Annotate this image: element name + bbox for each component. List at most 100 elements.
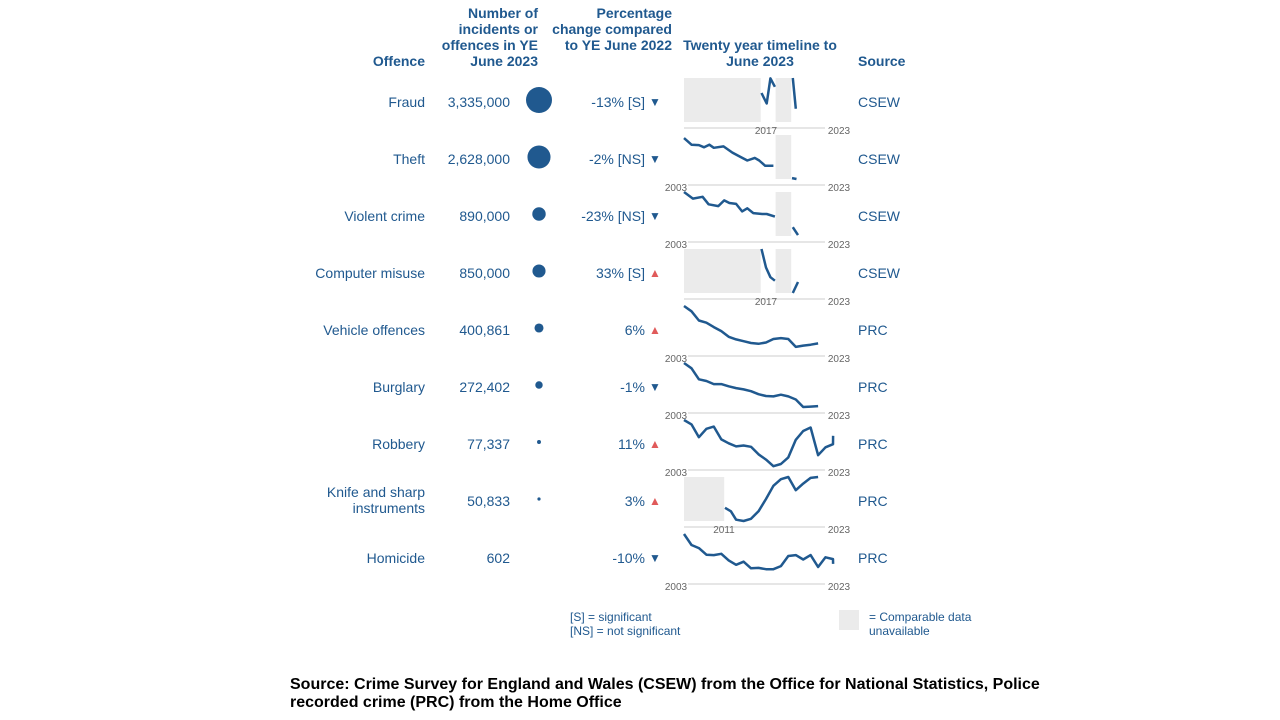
timeline-end-label: 2023 xyxy=(828,240,851,251)
count-value: 890,000 xyxy=(459,208,510,224)
trend-line xyxy=(683,190,776,218)
offence-label: Theft xyxy=(393,151,425,167)
trend-line xyxy=(683,304,819,349)
change-arrow: ▲ xyxy=(649,494,661,508)
count-value: 850,000 xyxy=(459,265,510,281)
source-value: CSEW xyxy=(858,208,900,224)
timeline-start-label: 2003 xyxy=(665,354,688,365)
timeline-start-label: 2003 xyxy=(665,411,688,422)
count-value: 2,628,000 xyxy=(447,151,510,167)
header-change: Percentage change compared to YE June 20… xyxy=(552,5,672,53)
unavailable-region xyxy=(775,249,792,293)
row-timeline: 2003 2023 xyxy=(537,418,851,479)
count-value: 50,833 xyxy=(467,493,510,509)
timeline-end-label: 2023 xyxy=(828,411,851,422)
trend-line xyxy=(760,248,776,282)
count-bubble xyxy=(527,145,551,169)
source-value: PRC xyxy=(858,379,888,395)
legend-unavailable: = Comparable data unavailable xyxy=(869,610,972,638)
unavailable-region xyxy=(775,78,792,122)
change-value: 6% xyxy=(624,322,645,338)
trend-line xyxy=(791,176,797,181)
offence-label: Computer misuse xyxy=(315,265,425,281)
count-bubble xyxy=(535,381,543,389)
change-arrow: ▼ xyxy=(649,95,661,109)
change-value: -23% [NS] xyxy=(581,208,645,224)
row-timeline: 2003 2023 xyxy=(665,533,851,593)
change-value: 3% xyxy=(624,493,645,509)
change-value: -1% xyxy=(620,379,645,395)
legend-not-significant: [NS] = not significant xyxy=(570,624,681,638)
change-value: -13% [S] xyxy=(591,94,645,110)
count-bubble xyxy=(526,87,552,113)
count-bubble xyxy=(537,440,541,444)
count-bubble xyxy=(534,323,544,333)
timeline-start-label: 2003 xyxy=(665,468,688,479)
row-timeline: 2017 2023 xyxy=(532,248,851,308)
source-value: CSEW xyxy=(858,94,900,110)
change-value: 33% [S] xyxy=(595,265,645,281)
source-value: PRC xyxy=(858,322,888,338)
legend-unavailable-swatch xyxy=(839,610,859,630)
unavailable-region xyxy=(684,78,761,122)
timeline-start-label: 2003 xyxy=(665,582,688,593)
offence-label: Burglary xyxy=(372,379,425,395)
timeline-start-label: 2011 xyxy=(713,525,735,536)
change-arrow: ▲ xyxy=(649,266,661,280)
unavailable-region xyxy=(684,249,761,293)
timeline-end-label: 2023 xyxy=(828,525,851,536)
offence-label: Knife and sharp instruments xyxy=(326,484,425,516)
source-value: PRC xyxy=(858,550,888,566)
change-value: -10% xyxy=(612,550,645,566)
count-bubble xyxy=(532,264,546,278)
unavailable-region xyxy=(775,135,792,179)
change-value: -2% [NS] xyxy=(588,151,645,167)
change-arrow: ▲ xyxy=(649,437,661,451)
source-footnote: Source: Crime Survey for England and Wal… xyxy=(290,676,1040,711)
timeline-end-label: 2023 xyxy=(828,582,851,593)
offence-label: Fraud xyxy=(388,94,425,110)
trend-line xyxy=(683,137,774,168)
timeline-start-label: 2003 xyxy=(665,183,688,194)
count-value: 3,335,000 xyxy=(447,94,510,110)
trend-line xyxy=(791,77,798,109)
timeline-end-label: 2023 xyxy=(828,354,851,365)
change-arrow: ▼ xyxy=(649,152,661,166)
source-value: CSEW xyxy=(858,151,900,167)
trend-line xyxy=(683,418,835,468)
row-timeline: 2003 2023 xyxy=(527,135,851,194)
timeline-end-label: 2023 xyxy=(828,183,851,194)
row-timeline: 2003 2023 xyxy=(534,304,851,365)
timeline-start-label: 2017 xyxy=(755,297,778,308)
timeline-start-label: 2017 xyxy=(755,126,778,137)
timeline-end-label: 2023 xyxy=(828,297,851,308)
trend-line xyxy=(724,475,819,523)
count-bubble xyxy=(537,497,541,501)
timeline-end-label: 2023 xyxy=(828,126,851,137)
count-value: 77,337 xyxy=(467,436,510,452)
row-timeline: 2003 2023 xyxy=(535,361,851,422)
offence-label: Homicide xyxy=(366,550,425,566)
source-value: CSEW xyxy=(858,265,900,281)
trend-line xyxy=(760,77,777,105)
offence-label: Vehicle offences xyxy=(323,322,425,338)
change-arrow: ▲ xyxy=(649,323,661,337)
source-value: PRC xyxy=(858,493,888,509)
trend-line xyxy=(683,361,819,409)
change-value: 11% xyxy=(618,436,645,452)
row-timeline: 2003 2023 xyxy=(532,190,851,251)
row-timeline: 2011 2023 xyxy=(537,475,851,536)
source-value: PRC xyxy=(858,436,888,452)
header-timeline: Twenty year timeline to June 2023 xyxy=(683,37,837,69)
trend-line xyxy=(791,281,800,294)
count-value: 602 xyxy=(486,550,510,566)
count-value: 400,861 xyxy=(459,322,510,338)
change-arrow: ▼ xyxy=(649,551,661,565)
header-offence: Offence xyxy=(372,53,425,69)
trend-line xyxy=(682,533,835,571)
offence-label: Violent crime xyxy=(344,208,425,224)
count-value: 272,402 xyxy=(459,379,510,395)
offence-label: Robbery xyxy=(372,436,425,452)
legend-significant: [S] = significant xyxy=(570,610,652,624)
